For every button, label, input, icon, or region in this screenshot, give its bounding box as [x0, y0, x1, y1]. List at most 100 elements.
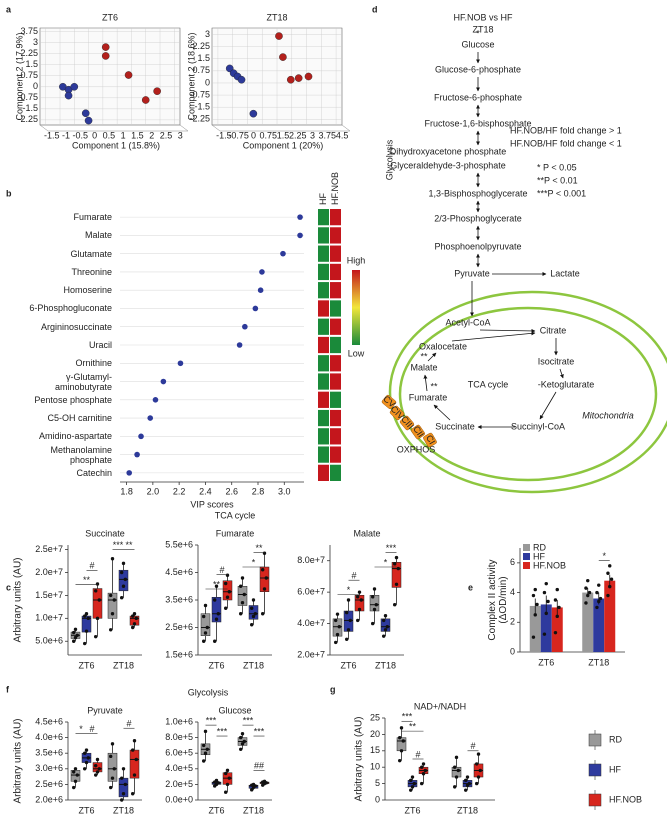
y-axis-label: Component 2 (17.9%) [14, 32, 24, 120]
data-point [85, 629, 88, 632]
data-point [72, 631, 75, 634]
stat-note: ***P < 0.001 [537, 188, 586, 198]
data-point [224, 772, 227, 775]
y-tick-label: 5 [375, 778, 380, 788]
data-point [72, 786, 75, 789]
x-tick-label: 2.5 [160, 130, 173, 140]
x-tick-label: ZT6 [208, 660, 224, 670]
data-point [532, 635, 535, 638]
data-point [224, 582, 227, 585]
point [102, 44, 109, 51]
significance-label: * [79, 724, 83, 734]
heatmap-cell [330, 465, 341, 481]
data-point [76, 773, 79, 776]
x-tick-label: 3 [178, 130, 183, 140]
box [397, 738, 406, 751]
y-tick-label: 25 [370, 712, 380, 722]
metabolite: Glucose-6-phosphate [435, 64, 521, 74]
data-point [375, 603, 378, 606]
point [305, 73, 312, 80]
chart-title: ZT18 [266, 12, 287, 22]
data-point [250, 623, 253, 626]
data-point [413, 782, 416, 785]
data-point [588, 591, 591, 594]
category-label: Glutamate [70, 249, 112, 259]
panel-label: e [468, 582, 473, 592]
bar [582, 593, 593, 652]
heatmap-cell [330, 392, 341, 408]
x-tick-label: 2.2 [173, 486, 186, 496]
data-point [243, 740, 246, 743]
data-point [545, 612, 548, 615]
data-point [250, 607, 253, 610]
data-point [464, 788, 467, 791]
y-tick-label: 6.0e+5 [165, 748, 193, 758]
y-tick-label: 3.0e+6 [35, 763, 63, 773]
data-point [543, 632, 546, 635]
data-point [409, 779, 412, 782]
data-point [96, 770, 99, 773]
data-point [479, 769, 482, 772]
metabolite: Fumarate [409, 392, 448, 402]
x-tick-label: 1.8 [120, 486, 133, 496]
data-point [228, 776, 231, 779]
x-axis-label: VIP scores [190, 499, 234, 509]
data-point [94, 589, 97, 592]
metabolite: Glucose [461, 39, 494, 49]
data-point [113, 598, 116, 601]
data-point [109, 755, 112, 758]
data-point [398, 736, 401, 739]
data-point [206, 626, 209, 629]
data-point [109, 628, 112, 631]
data-point [411, 775, 414, 778]
chart-title: Pyruvate [87, 705, 123, 715]
data-point [556, 588, 559, 591]
dot [253, 306, 259, 312]
y-axis-label: Arbitrary units (AU) [13, 718, 24, 803]
data-point [204, 631, 207, 634]
data-point [122, 792, 125, 795]
x-tick-label: ZT18 [113, 660, 134, 670]
data-point [98, 598, 101, 601]
x-tick-label: ZT6 [208, 805, 224, 815]
data-point [610, 578, 613, 581]
data-point [98, 767, 101, 770]
dot [138, 434, 144, 440]
chart-title: NAD+/NADH [414, 701, 466, 711]
data-point [252, 598, 255, 601]
panel-label: b [6, 188, 12, 198]
data-point [261, 568, 264, 571]
data-point [384, 614, 387, 617]
data-point [384, 628, 387, 631]
x-tick-label: 2.6 [225, 486, 238, 496]
legend-label: RD [609, 734, 622, 744]
heatmap-cell [318, 300, 329, 316]
point [279, 54, 286, 61]
data-point [239, 585, 242, 588]
y-tick-label: 10 [370, 762, 380, 772]
point [125, 71, 132, 78]
y-tick-label: 8.0e+7 [297, 555, 325, 565]
data-point [546, 600, 549, 603]
chart-title: Succinate [85, 528, 125, 538]
metabolite: Acetyl-CoA [445, 317, 490, 327]
point [142, 96, 149, 103]
x-tick-label: -1 [62, 130, 70, 140]
data-point [420, 766, 423, 769]
point [295, 75, 302, 82]
y-tick-label: 1.5 [25, 59, 38, 69]
metabolite: 1,3-Bisphosphoglycerate [428, 188, 527, 198]
heatmap-cell [318, 246, 329, 262]
significance-label: # [89, 724, 94, 734]
metabolite: Isocitrate [538, 356, 575, 366]
data-point [395, 556, 398, 559]
y-tick-label: -1.5 [194, 102, 210, 112]
significance-label: * [602, 551, 606, 561]
metabolite: Phosphoenolpyruvate [434, 241, 521, 251]
data-point [85, 748, 88, 751]
data-point [371, 622, 374, 625]
bar [593, 599, 604, 652]
legend-icon [589, 734, 601, 746]
data-point [468, 782, 471, 785]
x-tick-label: 3.75 [319, 130, 337, 140]
